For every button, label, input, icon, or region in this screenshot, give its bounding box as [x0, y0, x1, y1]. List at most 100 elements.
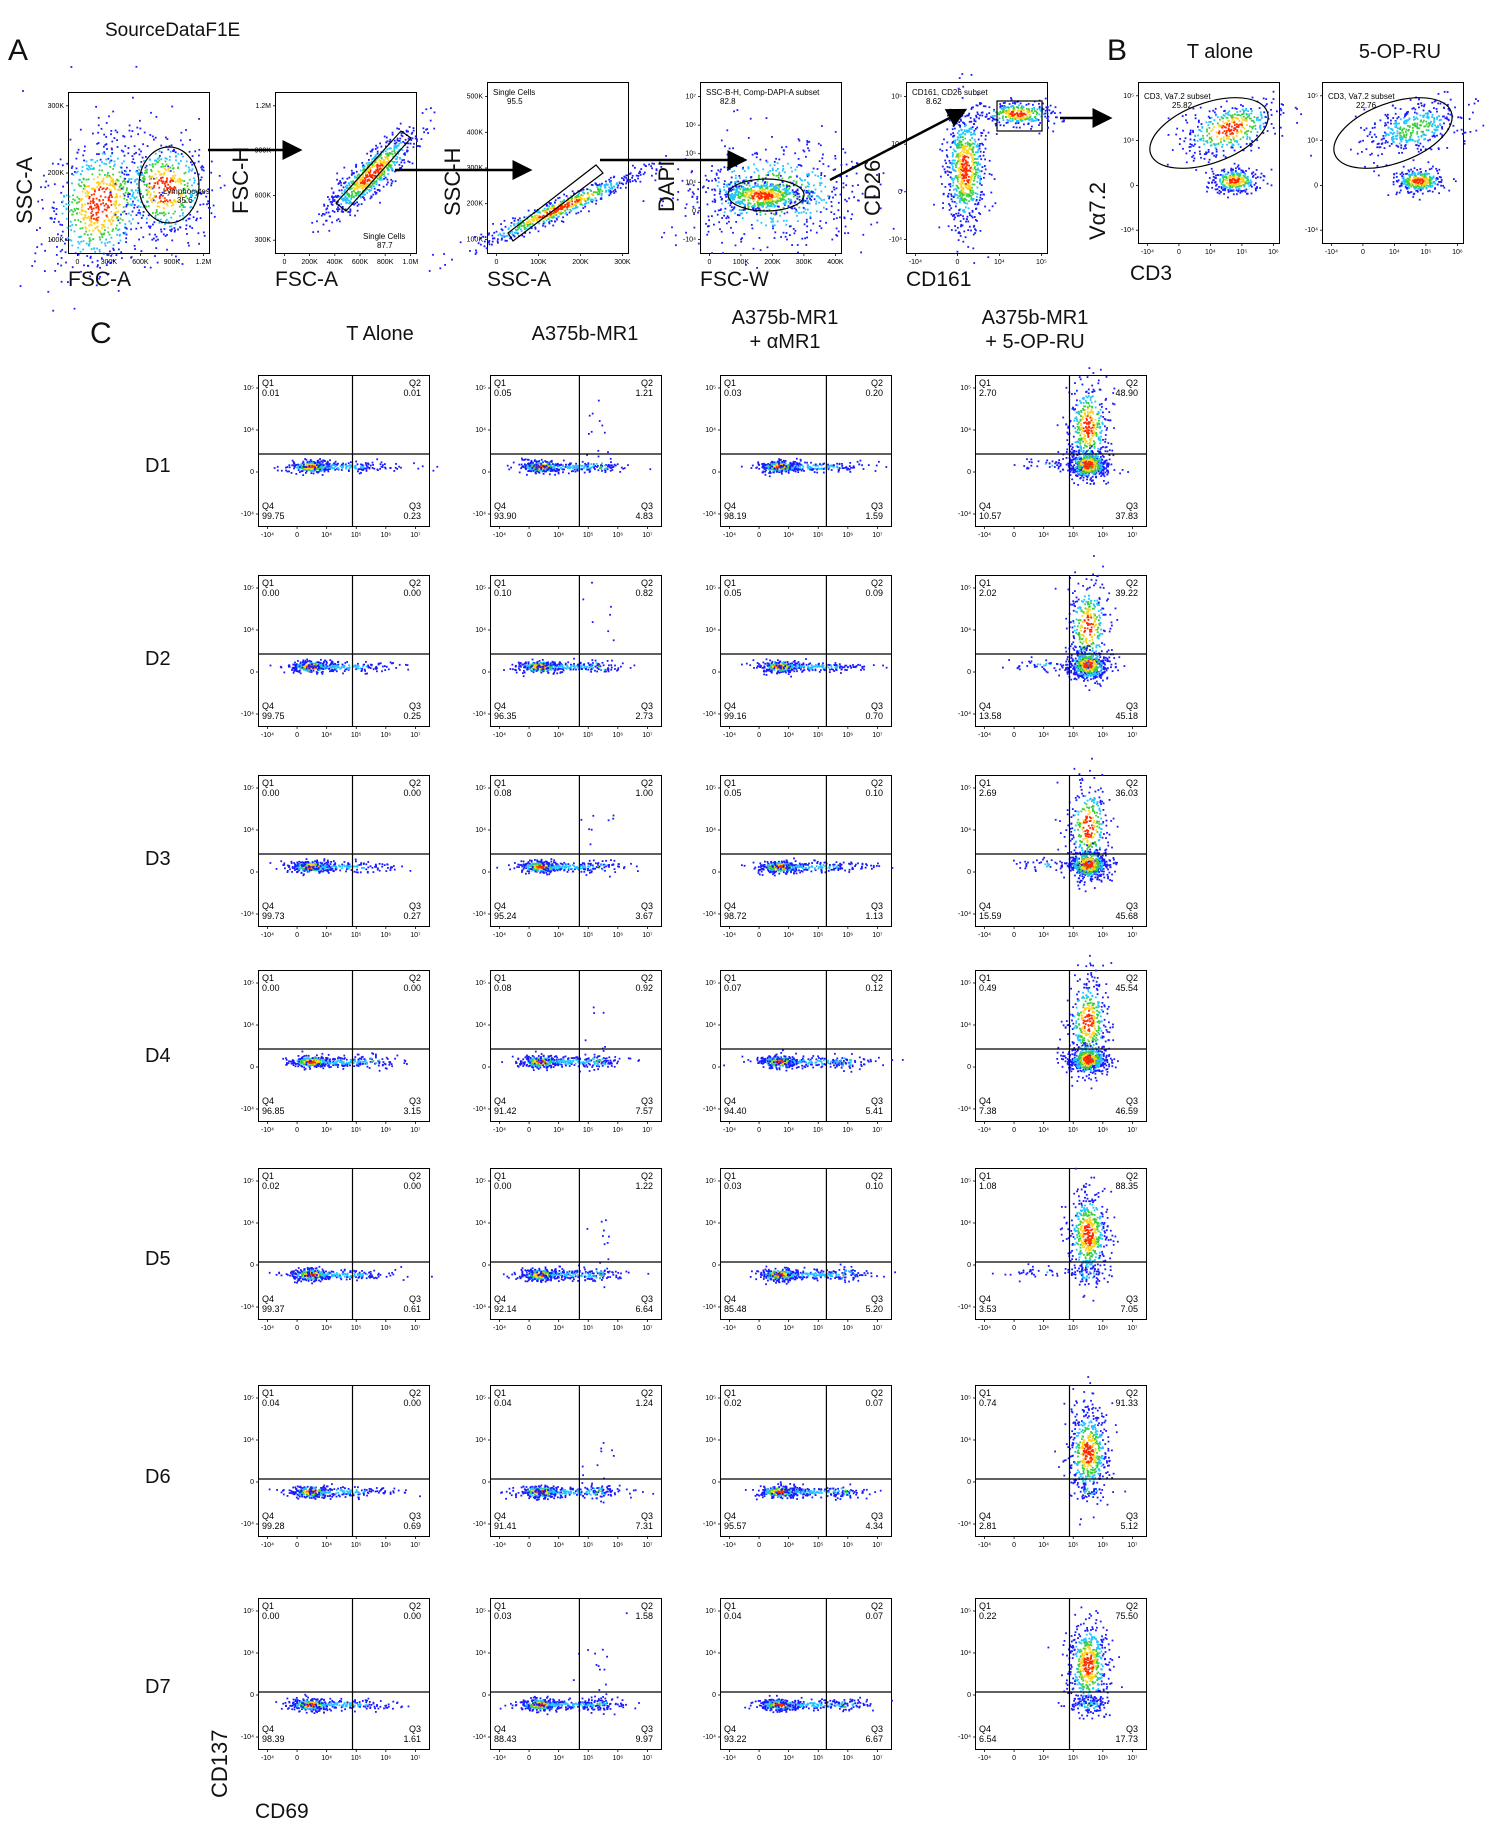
q1-label: Q1 0.22 — [979, 1601, 997, 1622]
q3-label: Q3 3.67 — [635, 901, 653, 922]
gate-annotation: CD161, CD26 subset 8.62 — [912, 88, 988, 106]
q2-percentage: 1.58 — [635, 1611, 653, 1622]
q2-percentage: 48.90 — [1115, 388, 1138, 399]
q4-percentage: 95.57 — [724, 1521, 747, 1532]
q4-label: Q4 99.16 — [724, 701, 747, 722]
quadrant-plot-d1-col2: -10⁴ 0 10⁴ 10⁵ 10⁶ 10⁷ -10⁴ 0 10⁴ 10⁵ Q1 0.05 Q2 1.21… — [473, 375, 662, 539]
quadrant-plot-d6-col2: -10⁴ 0 10⁴ 10⁵ 10⁶ 10⁷ -10⁴ 0 10⁴ 10⁵ Q1 0.04 Q2 1.24… — [473, 1385, 662, 1549]
quadrant-plot-d5-col4: -10⁴ 0 10⁴ 10⁵ 10⁶ 10⁷ -10⁴ 0 10⁴ 10⁵ Q1 1.08 Q2 88.3… — [958, 1167, 1147, 1332]
q2-percentage: 0.07 — [865, 1611, 883, 1622]
q1-name: Q1 — [494, 778, 512, 789]
gate-annotation: CD3, Va7.2 subset 25.82 — [1144, 92, 1211, 110]
q1-label: Q1 0.03 — [724, 378, 742, 399]
column-header-a375b-mr1-5-op-ru: A375b-MR1 + 5-OP-RU — [940, 306, 1130, 354]
q2-percentage: 0.82 — [635, 588, 653, 599]
event-cloud — [829, 1263, 868, 1284]
q4-name: Q4 — [494, 501, 517, 512]
q4-name: Q4 — [494, 1294, 517, 1305]
q1-label: Q1 0.00 — [262, 973, 280, 994]
q4-percentage: 96.85 — [262, 1106, 285, 1117]
q1-label: Q1 0.05 — [494, 378, 512, 399]
q1-label: Q1 2.02 — [979, 578, 997, 599]
q4-percentage: 91.41 — [494, 1521, 517, 1532]
panel-b-x-axis-title: CD3 — [1130, 262, 1172, 286]
q2-percentage: 75.50 — [1115, 1611, 1138, 1622]
q1-name: Q1 — [262, 973, 280, 984]
event-cloud — [1013, 856, 1083, 874]
event-cloud — [723, 1053, 904, 1069]
q3-name: Q3 — [865, 701, 883, 712]
q3-percentage: 9.97 — [635, 1734, 653, 1745]
quadrant-plot-d7-col1: -10⁴ 0 10⁴ 10⁵ 10⁶ 10⁷ -10⁴ 0 10⁴ 10⁵ Q1 0.00 Q2 0.00… — [241, 1598, 430, 1762]
quadrant-plot-d1-col4: -10⁴ 0 10⁴ 10⁵ 10⁶ 10⁷ -10⁴ 0 10⁴ 10⁵ Q1 2.70 Q2 48.9… — [958, 367, 1147, 539]
q1-label: Q1 0.49 — [979, 973, 997, 994]
q2-label: Q2 1.22 — [635, 1171, 653, 1192]
q2-label: Q2 0.10 — [865, 1171, 883, 1192]
q2-percentage: 0.00 — [403, 1181, 421, 1192]
gate-name: CD3, Va7.2 subset — [1144, 92, 1211, 101]
column-header-a375b-mr1: A375b-MR1 — [500, 322, 670, 346]
event-cloud — [1310, 90, 1485, 173]
q3-name: Q3 — [635, 1724, 653, 1735]
event-cloud — [574, 1482, 628, 1504]
q3-label: Q3 45.68 — [1115, 901, 1138, 922]
event-cloud — [1057, 842, 1118, 890]
svg-text:10⁶: 10⁶ — [685, 122, 696, 129]
svg-text:200K: 200K — [572, 259, 589, 266]
q2-name: Q2 — [865, 1171, 883, 1182]
q2-label: Q2 1.24 — [635, 1388, 653, 1409]
q3-name: Q3 — [635, 501, 653, 512]
q2-name: Q2 — [635, 1171, 653, 1182]
q4-label: Q4 6.54 — [979, 1724, 997, 1745]
q4-percentage: 93.22 — [724, 1734, 747, 1745]
column-header-a375b-mr1-amr1: A375b-MR1 + αMR1 — [690, 306, 880, 354]
panel-c-letter: C — [90, 317, 112, 351]
mait-plot-2: -10⁴ 0 10⁴ 10⁵ 10⁶ -10⁴ 0 10⁴ 10⁵ — [1305, 82, 1485, 256]
q3-label: Q3 6.64 — [635, 1294, 653, 1315]
q1-percentage: 0.01 — [262, 388, 280, 399]
q1-percentage: 0.02 — [724, 1398, 742, 1409]
event-cloud — [282, 1050, 342, 1071]
q2-label: Q2 0.92 — [635, 973, 653, 994]
q1-label: Q1 0.05 — [724, 578, 742, 599]
q4-name: Q4 — [262, 1294, 285, 1305]
event-cloud — [311, 107, 436, 233]
q2-name: Q2 — [635, 778, 653, 789]
svg-text:-10⁴: -10⁴ — [683, 236, 696, 243]
svg-text:300K: 300K — [796, 259, 813, 266]
q2-percentage: 1.24 — [635, 1398, 653, 1409]
q4-label: Q4 98.19 — [724, 501, 747, 522]
q1-name: Q1 — [724, 973, 742, 984]
column-header-t-alone: T Alone — [310, 322, 450, 346]
q4-label: Q4 96.85 — [262, 1096, 285, 1117]
row-label-d5: D5 — [145, 1248, 171, 1271]
q1-name: Q1 — [494, 378, 512, 389]
q1-percentage: 0.05 — [494, 388, 512, 399]
svg-text:400K: 400K — [467, 129, 484, 136]
q1-name: Q1 — [979, 378, 997, 389]
svg-text:0: 0 — [75, 259, 79, 266]
q3-label: Q3 0.69 — [403, 1511, 421, 1532]
q2-label: Q2 36.03 — [1115, 778, 1138, 799]
q3-percentage: 1.13 — [865, 911, 883, 922]
q4-label: Q4 99.75 — [262, 701, 285, 722]
gate-percentage: 35.6 — [163, 196, 210, 205]
svg-text:400K: 400K — [327, 259, 344, 266]
q1-label: Q1 0.00 — [262, 778, 280, 799]
q4-percentage: 85.48 — [724, 1304, 747, 1315]
event-cloud — [571, 1264, 618, 1289]
event-cloud — [741, 857, 808, 877]
q2-percentage: 88.35 — [1115, 1181, 1138, 1192]
